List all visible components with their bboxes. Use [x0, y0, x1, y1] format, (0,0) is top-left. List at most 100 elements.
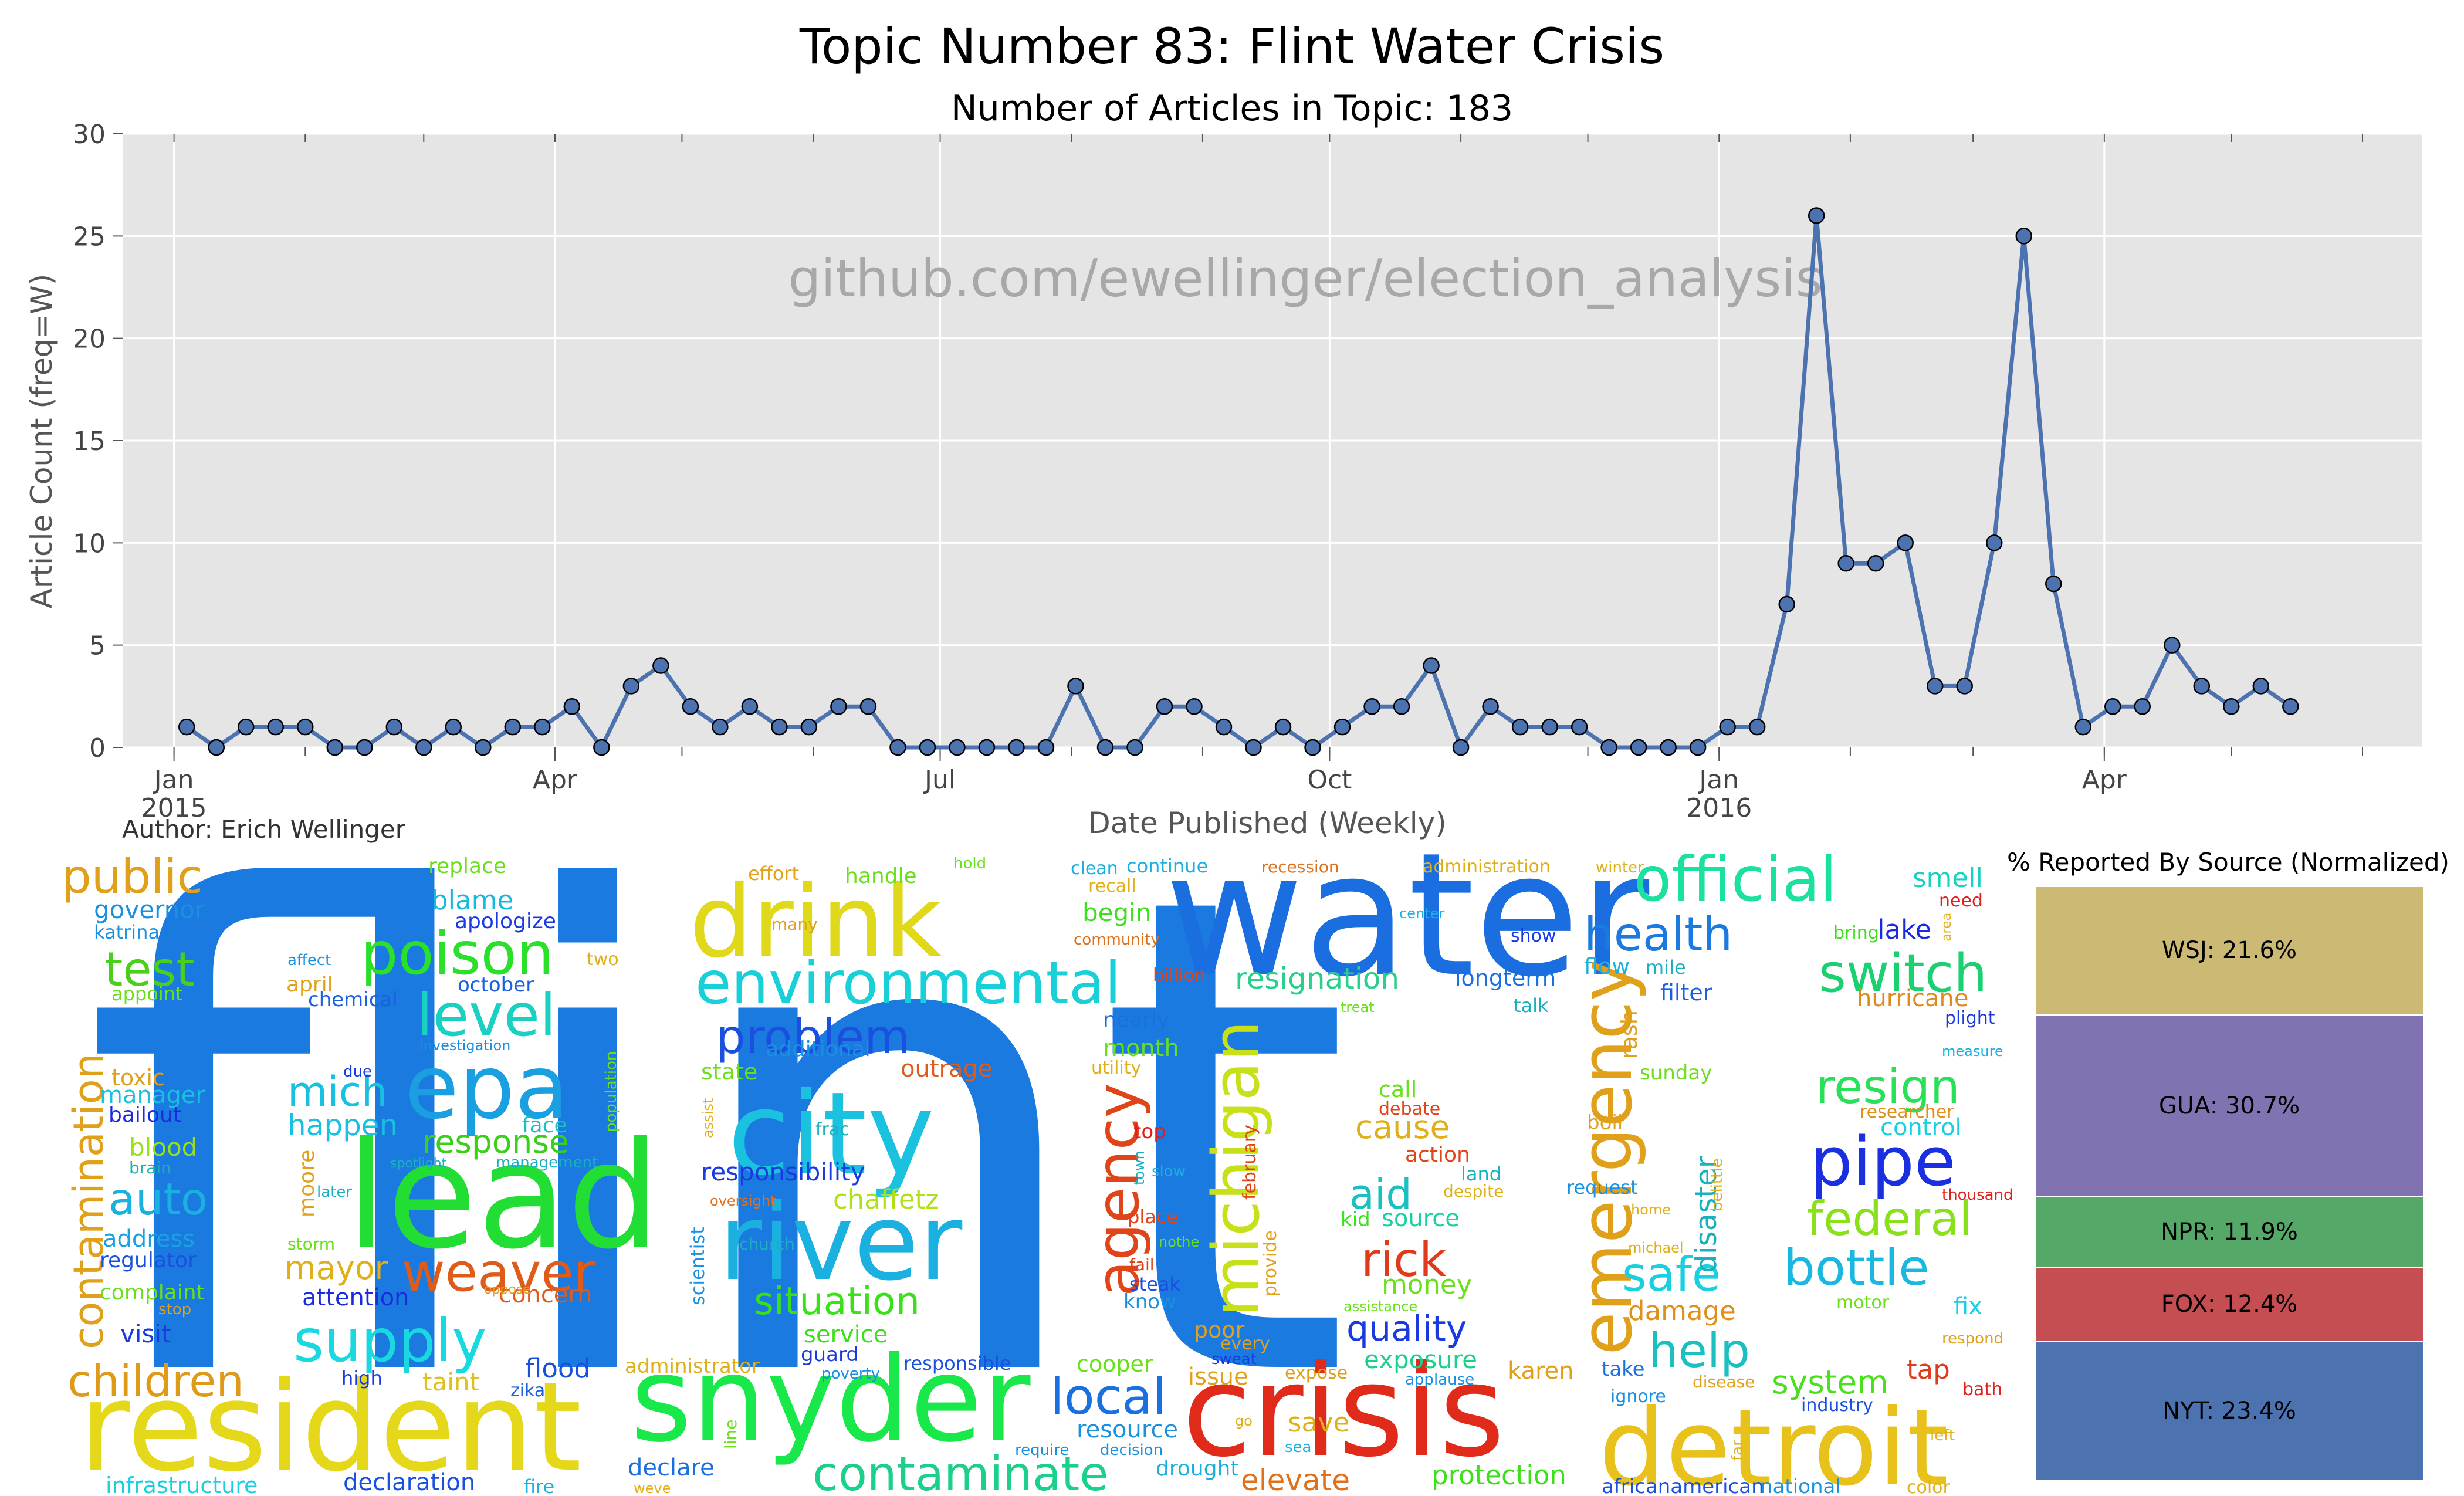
word-bailout: bailout — [109, 1103, 181, 1127]
word-fix: fix — [1954, 1293, 1982, 1320]
word-nearly: nearly — [1103, 1008, 1169, 1032]
word-stop: stop — [158, 1301, 191, 1318]
word-administration: administration — [1423, 857, 1551, 877]
word-effort: effort — [748, 862, 799, 885]
line-chart: github.com/ewellinger/election_analysis … — [25, 120, 2422, 840]
word-clean: clean — [1071, 858, 1118, 879]
word-public: public — [62, 849, 203, 904]
data-point — [889, 739, 906, 756]
data-point — [1423, 657, 1440, 674]
word-level: level — [417, 981, 556, 1050]
word-protection: protection — [1431, 1460, 1566, 1491]
word-belittle: belittle — [1708, 1158, 1726, 1211]
x-tick-sublabel: 2016 — [1686, 793, 1752, 823]
word-line: line — [721, 1419, 740, 1449]
word-rash: rash — [1616, 1010, 1642, 1059]
data-point — [1956, 678, 1973, 695]
word-test: test — [104, 942, 195, 997]
word-frac: frac — [815, 1119, 849, 1140]
word-official: official — [1634, 844, 1837, 915]
word-quality: quality — [1346, 1308, 1467, 1349]
data-point — [830, 698, 847, 715]
word-action: action — [1405, 1143, 1470, 1167]
word-population: population — [603, 1051, 620, 1132]
word-weve: weve — [634, 1480, 671, 1496]
word-slow: slow — [1152, 1163, 1186, 1180]
data-point — [919, 739, 936, 756]
word-assistance: assistance — [1343, 1298, 1417, 1315]
word-attention: attention — [302, 1284, 409, 1311]
word-april: april — [286, 973, 333, 997]
word-chemical: chemical — [308, 988, 398, 1011]
word-continue: continue — [1126, 855, 1208, 877]
word-plight: plight — [1945, 1008, 1995, 1028]
data-point — [2223, 698, 2240, 715]
word-happen: happen — [287, 1108, 398, 1142]
word-regulator: regulator — [100, 1248, 197, 1272]
word-february: february — [1240, 1125, 1260, 1200]
source-segment-label: GUA: 30.7% — [2158, 1092, 2300, 1119]
data-point — [1808, 207, 1825, 224]
x-axis-label: Date Published (Weekly) — [1088, 806, 1447, 840]
data-point — [1245, 739, 1262, 756]
word-flow: flow — [1584, 953, 1630, 979]
word-fire: fire — [524, 1475, 554, 1496]
word-local: local — [1050, 1368, 1166, 1426]
word-supply: supply — [293, 1307, 486, 1375]
x-tick-label: Oct — [1307, 765, 1352, 795]
word-high: high — [341, 1367, 383, 1389]
word-moore: moore — [295, 1150, 319, 1217]
data-point — [1363, 698, 1380, 715]
y-axis-label: Article Count (freq=W) — [25, 274, 59, 609]
word-agency: agency — [1084, 1083, 1152, 1297]
data-point — [1156, 698, 1173, 715]
word-complaint: complaint — [100, 1281, 205, 1305]
word-resource: resource — [1077, 1416, 1178, 1443]
data-point — [1689, 739, 1707, 756]
x-tick-sublabel: 2015 — [141, 793, 207, 823]
data-point — [267, 718, 285, 736]
author-credit: Author: Erich Wellinger — [122, 815, 406, 844]
data-point — [1304, 739, 1321, 756]
word-system: system — [1772, 1363, 1888, 1401]
data-point — [1511, 718, 1529, 736]
source-segment-wsj: WSJ: 21.6% — [2036, 886, 2423, 1014]
data-point — [1096, 739, 1114, 756]
data-point — [237, 718, 255, 736]
word-ignore: ignore — [1610, 1386, 1666, 1407]
data-point — [534, 718, 551, 736]
data-point — [1333, 718, 1351, 736]
word-disaster: disaster — [1689, 1156, 1723, 1273]
word-investigation: investigation — [419, 1037, 510, 1054]
word-october: october — [458, 973, 534, 997]
data-point — [741, 698, 759, 715]
word-two: two — [587, 949, 619, 970]
y-tick-label: 25 — [73, 222, 106, 252]
word-contaminate: contaminate — [813, 1447, 1109, 1496]
word-fail: fail — [1129, 1255, 1155, 1274]
word-many: many — [771, 915, 818, 934]
x-tick-label: Jan — [153, 765, 194, 795]
word-chaffetz: chaffetz — [833, 1184, 939, 1215]
data-point — [978, 739, 996, 756]
data-point — [1778, 595, 1795, 613]
word-replace: replace — [428, 854, 506, 878]
word-outrage: outrage — [901, 1055, 992, 1082]
data-point — [326, 739, 344, 756]
word-declaration: declaration — [343, 1469, 475, 1496]
word-poor: poor — [1194, 1317, 1245, 1343]
data-point — [1274, 718, 1292, 736]
word-epa: epa — [405, 1037, 568, 1139]
source-segment-nyt: NYT: 23.4% — [2036, 1341, 2423, 1480]
word-oppose: oppose — [484, 1282, 531, 1297]
word-switch: switch — [1819, 943, 1987, 1004]
word-handle: handle — [845, 864, 917, 888]
word-situation: situation — [754, 1280, 920, 1324]
data-point — [1037, 739, 1055, 756]
word-manager: manager — [100, 1082, 205, 1109]
data-point — [563, 698, 581, 715]
data-point — [622, 678, 640, 695]
